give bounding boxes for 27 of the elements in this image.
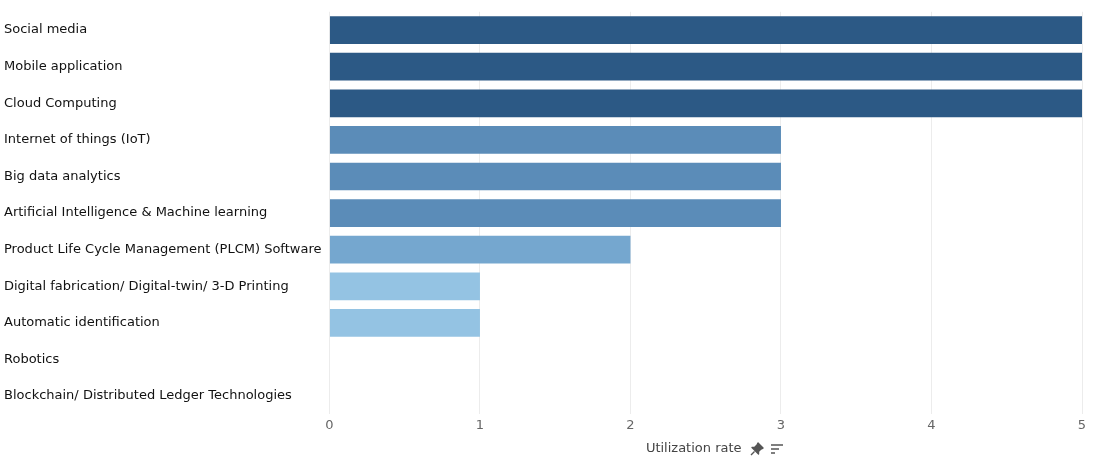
bar <box>329 199 781 227</box>
x-tick-label: 5 <box>1077 416 1087 432</box>
y-tick-label: Big data analytics <box>4 167 121 183</box>
x-tick-label: 3 <box>776 416 786 432</box>
y-tick-label: Blockchain/ Distributed Ledger Technologies <box>4 387 293 403</box>
y-tick-label: Internet of things (IoT) <box>4 131 151 147</box>
bar <box>329 89 1082 118</box>
bar <box>329 126 781 154</box>
x-tick-label: 4 <box>927 416 936 432</box>
bar <box>329 235 631 264</box>
x-tick-label: 1 <box>475 416 485 432</box>
y-tick-label: Automatic identification <box>4 314 160 330</box>
y-tick-label: Social media <box>4 21 88 37</box>
y-tick-label: Cloud Computing <box>4 94 117 110</box>
y-tick-label: Artificial Intelligence & Machine learning <box>4 204 268 220</box>
x-axis-title: Utilization rate <box>645 440 742 455</box>
bar <box>329 272 480 301</box>
y-tick-label: Robotics <box>4 350 60 366</box>
y-tick-label: Digital fabrication/ Digital-twin/ 3-D Printing <box>4 277 289 293</box>
y-tick-label: Product Life Cycle Management (PLCM) Software <box>4 241 322 257</box>
y-tick-label: Mobile application <box>4 58 123 74</box>
x-tick-label: 2 <box>626 416 635 432</box>
bar <box>329 52 1082 81</box>
x-tick-label: 0 <box>325 416 334 432</box>
bar <box>329 309 480 337</box>
bar <box>329 162 781 191</box>
bar <box>329 16 1082 44</box>
